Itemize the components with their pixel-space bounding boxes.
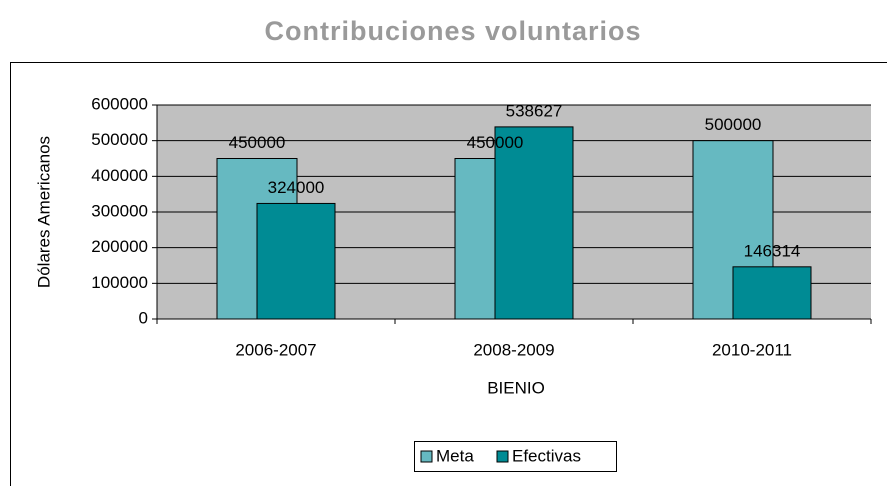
chart-title: Contribuciones voluntarios: [264, 16, 641, 46]
data-label: 450000: [467, 133, 524, 152]
y-tick-label: 600000: [91, 94, 148, 113]
bar: [495, 127, 573, 319]
x-tick-label: 2010-2011: [712, 340, 792, 359]
x-tick-label: 2006-2007: [235, 340, 316, 359]
y-tick-label: 500000: [91, 130, 148, 149]
y-tick-label: 100000: [91, 273, 148, 292]
legend-label: Efectivas: [512, 446, 581, 465]
data-label: 324000: [268, 178, 325, 197]
bar: [257, 203, 335, 319]
legend-label: Meta: [436, 446, 474, 465]
data-label: 500000: [705, 115, 762, 134]
bar: [733, 267, 811, 319]
y-tick-label: 300000: [91, 201, 148, 220]
y-tick-label: 200000: [91, 237, 148, 256]
y-tick-label: 0: [139, 308, 148, 327]
x-axis-title: BIENIO: [487, 378, 545, 397]
y-axis-title: Dólares Americanos: [34, 136, 53, 288]
y-tick-label: 400000: [91, 166, 148, 185]
legend-swatch: [421, 451, 432, 462]
legend-swatch: [497, 451, 508, 462]
data-label: 146314: [744, 241, 801, 260]
data-label: 450000: [229, 133, 286, 152]
data-label: 538627: [506, 101, 563, 120]
x-tick-label: 2008-2009: [473, 340, 554, 359]
